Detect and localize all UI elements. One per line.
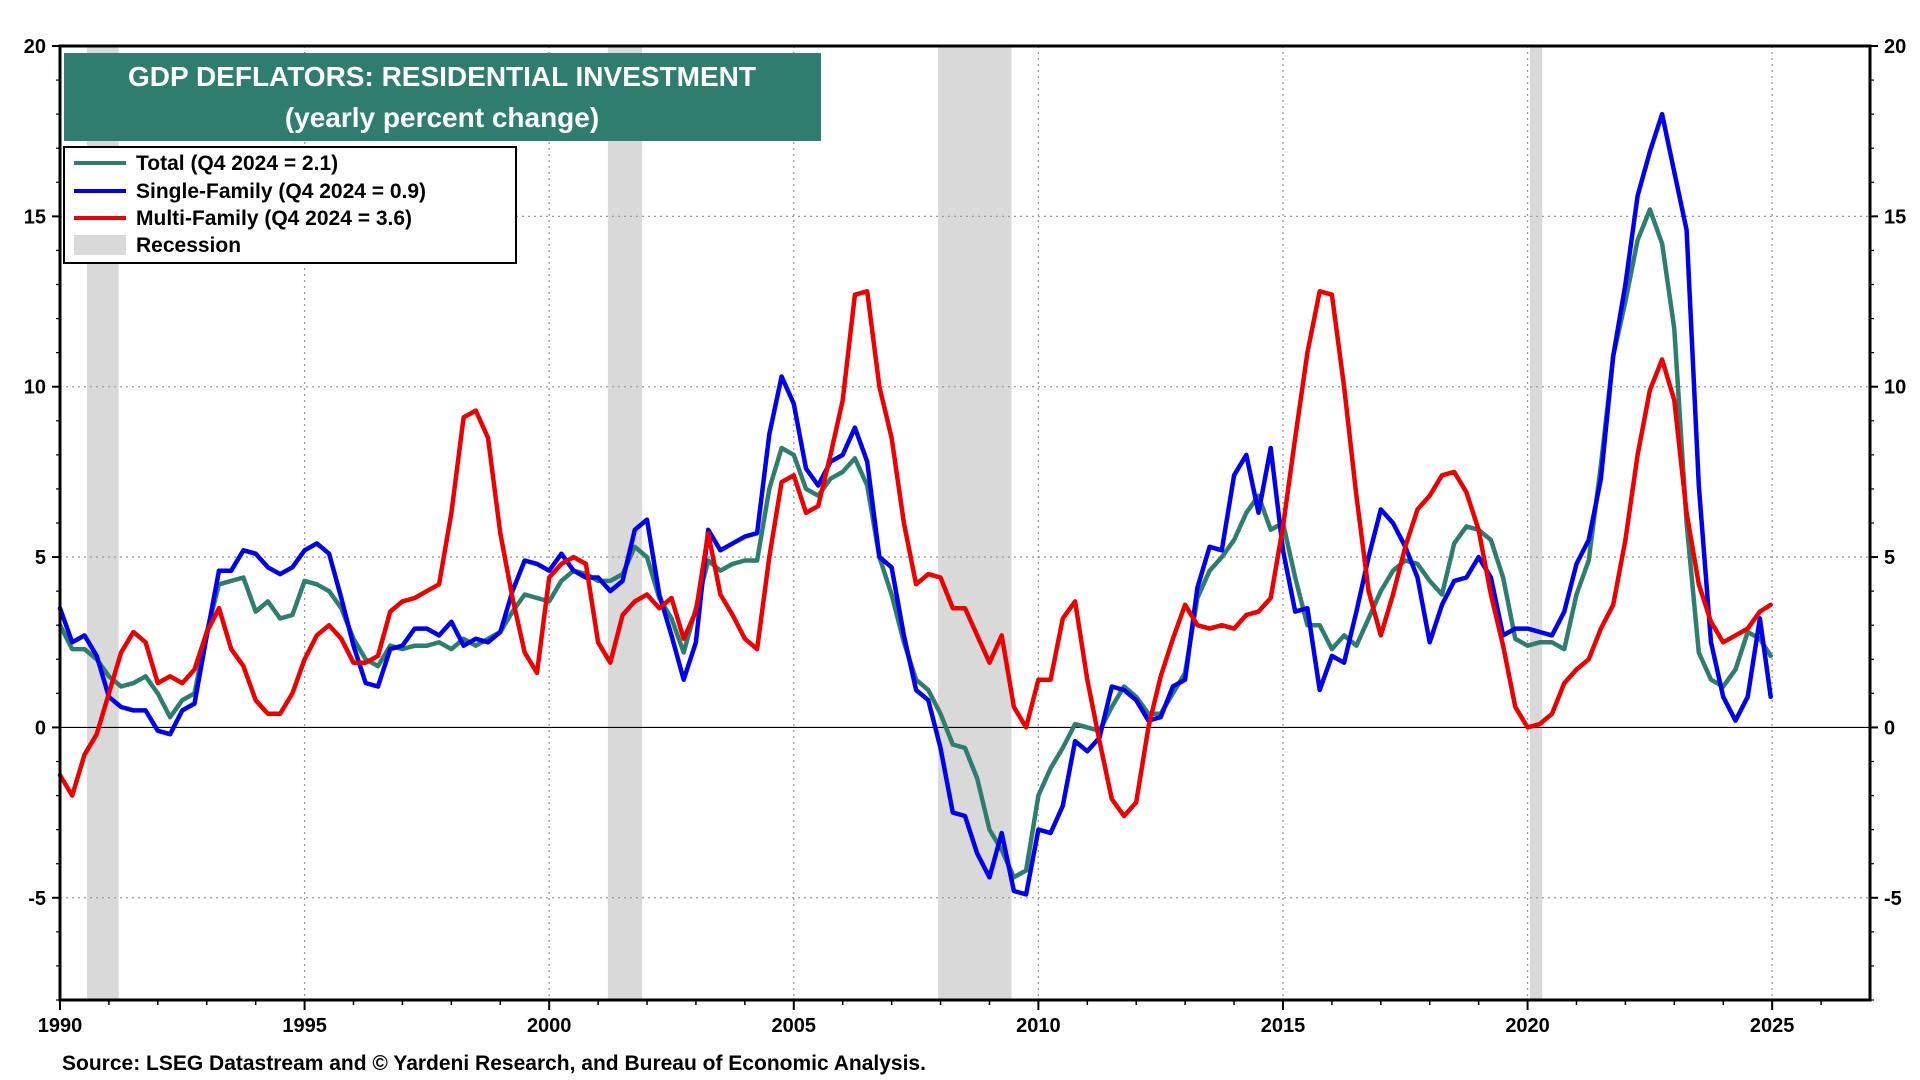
x-tick-label: 2000 [527,1015,572,1037]
x-tick-label: 2015 [1261,1015,1306,1037]
legend-label-recession: Recession [136,234,241,257]
y-tick-label-right: -5 [1884,888,1902,910]
y-tick-label-right: 10 [1884,377,1906,399]
y-tick-label-left: -5 [28,888,46,910]
series-line-multi-family [57,289,1773,819]
legend-swatch-recession [74,235,126,255]
x-tick-label: 2010 [1016,1015,1061,1037]
source-note: Source: LSEG Datastream and © Yardeni Re… [62,1052,926,1075]
title-background [64,53,821,141]
x-tick-label: 2005 [772,1015,817,1037]
legend-label-single-family: Single-Family (Q4 2024 = 0.9) [136,180,426,203]
x-tick-label: 2025 [1750,1015,1795,1037]
y-tick-label-left: 0 [35,717,46,739]
recession-band [607,46,643,1000]
x-tick-label: 2020 [1505,1015,1550,1037]
y-tick-label-left: 5 [35,547,46,569]
y-tick-label-right: 20 [1884,36,1906,58]
recession-band [938,46,1012,1000]
y-tick-label-right: 15 [1884,206,1906,228]
chart-title: GDP DEFLATORS: RESIDENTIAL INVESTMENT [128,61,756,92]
y-tick-label-right: 5 [1884,547,1895,569]
y-tick-label-left: 15 [24,206,46,228]
legend: Total (Q4 2024 = 2.1) Single-Family (Q4 … [63,146,517,264]
legend-frame [63,146,517,264]
title-box: GDP DEFLATORS: RESIDENTIAL INVESTMENT (y… [64,53,821,141]
series-lines [57,111,1773,897]
y-tick-label-left: 20 [24,36,46,58]
recession-band [1530,46,1543,1000]
y-tick-label-right: 0 [1884,717,1895,739]
y-tick-label-left: 10 [24,377,46,399]
legend-label-multi-family: Multi-Family (Q4 2024 = 3.6) [136,207,412,230]
chart-subtitle: (yearly percent change) [285,102,599,133]
x-tick-label: 1995 [282,1015,327,1037]
legend-label-total: Total (Q4 2024 = 2.1) [136,152,338,175]
x-tick-label: 1990 [38,1015,83,1037]
